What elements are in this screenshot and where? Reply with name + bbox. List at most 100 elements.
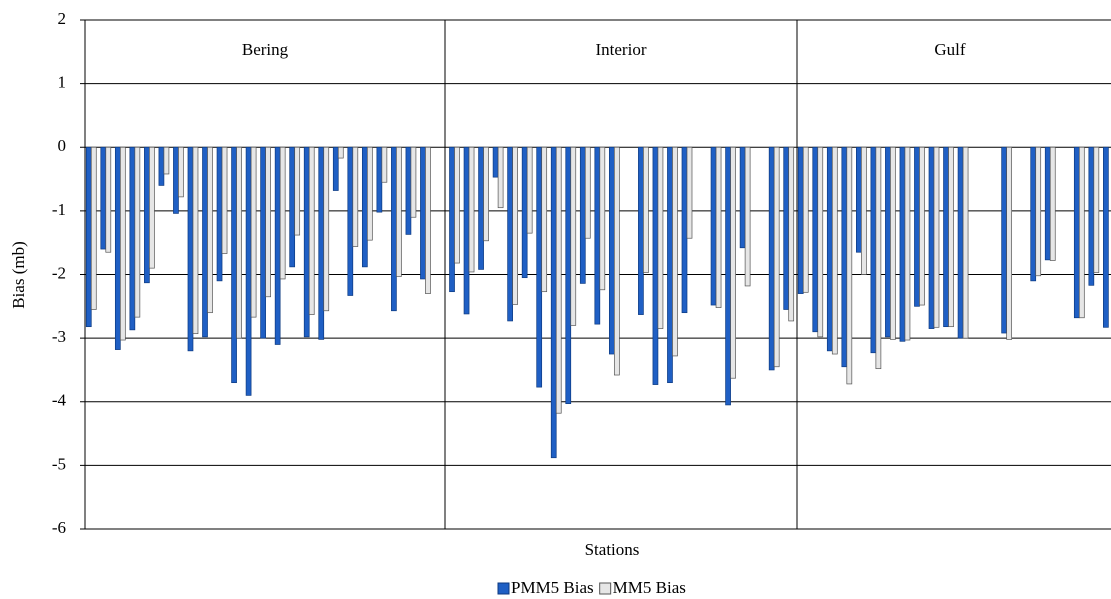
bar: [1044, 146, 1051, 261]
bar: [221, 146, 228, 254]
bar: [144, 146, 150, 284]
bar: [802, 146, 809, 293]
bar: [541, 146, 548, 293]
bar: [1030, 146, 1037, 282]
bar: [187, 146, 194, 352]
bar: [846, 146, 853, 385]
bar: [899, 146, 906, 342]
bar: [1049, 146, 1056, 261]
y-tick-label: -2: [52, 263, 66, 282]
bar: [686, 146, 693, 239]
bar: [134, 146, 141, 318]
bar: [1073, 146, 1080, 319]
bar: [119, 146, 126, 341]
bar: [667, 146, 673, 384]
bar: [608, 146, 615, 355]
bar: [730, 146, 736, 379]
y-axis-label: Bias (mb): [9, 241, 28, 309]
region-label: Bering: [242, 40, 289, 59]
bar: [163, 146, 170, 175]
bar: [483, 146, 489, 242]
bar: [391, 146, 397, 312]
bar: [449, 146, 455, 293]
bar: [788, 146, 795, 322]
bar: [555, 146, 562, 414]
bar: [817, 146, 824, 338]
bar: [231, 146, 237, 384]
bar: [948, 146, 954, 328]
bar: [512, 146, 518, 305]
bar: [904, 146, 911, 341]
bar: [584, 146, 591, 239]
bar: [250, 146, 257, 318]
bar: [420, 146, 426, 280]
bar: [672, 146, 678, 357]
y-tick-label: -6: [52, 518, 66, 537]
x-axis-label: Stations: [585, 540, 640, 559]
bar: [274, 146, 281, 345]
bar: [739, 146, 746, 249]
bar: [158, 146, 165, 186]
bar: [323, 146, 330, 312]
legend-swatch: [599, 582, 612, 595]
bar: [381, 146, 388, 183]
bar: [308, 146, 315, 315]
bar: [90, 146, 97, 310]
region-label: Gulf: [934, 40, 966, 59]
legend-swatch: [497, 582, 510, 595]
bar: [768, 146, 775, 371]
bar: [638, 146, 644, 315]
y-tick-label: -3: [52, 327, 66, 346]
bar: [652, 146, 659, 385]
bar: [526, 146, 533, 234]
bar: [643, 146, 649, 273]
bar: [178, 146, 184, 198]
y-tick-label: -1: [52, 200, 66, 219]
bar: [870, 146, 877, 354]
bar: [192, 146, 199, 335]
bar: [332, 146, 339, 191]
y-tick-label: -5: [52, 454, 66, 473]
bar: [173, 146, 179, 214]
bar: [129, 146, 136, 331]
bar: [812, 146, 819, 333]
bar: [957, 146, 964, 339]
bar: [681, 146, 688, 314]
bar: [594, 146, 601, 325]
bar: [294, 146, 301, 236]
bar: [396, 146, 402, 277]
bar: [279, 146, 286, 280]
bar: [744, 146, 751, 287]
bar: [1035, 146, 1042, 277]
bar: [114, 146, 121, 350]
bar: [1103, 146, 1109, 328]
bar: [826, 146, 833, 352]
bar: [492, 146, 499, 178]
bar: [570, 146, 577, 326]
bar: [657, 146, 664, 329]
bar: [875, 146, 882, 370]
bar: [1006, 146, 1013, 340]
y-tick-label: 1: [58, 73, 67, 92]
bar: [352, 146, 359, 247]
bar: [105, 146, 112, 253]
bar: [337, 146, 344, 159]
bar: [507, 146, 513, 322]
bar: [914, 146, 920, 307]
bar: [536, 146, 543, 388]
bar: [1093, 146, 1100, 273]
bar: [1088, 146, 1095, 286]
bar: [550, 146, 557, 459]
bar: [100, 146, 107, 250]
bar: [1001, 146, 1008, 334]
bar: [831, 146, 838, 355]
bar: [366, 146, 373, 241]
bar: [613, 146, 620, 376]
bar: [376, 146, 383, 213]
bar: [318, 146, 325, 340]
bar: [216, 146, 223, 282]
bar: [149, 146, 155, 269]
bar: [410, 146, 417, 218]
bar: [928, 146, 935, 329]
y-tick-label: -4: [52, 391, 67, 410]
